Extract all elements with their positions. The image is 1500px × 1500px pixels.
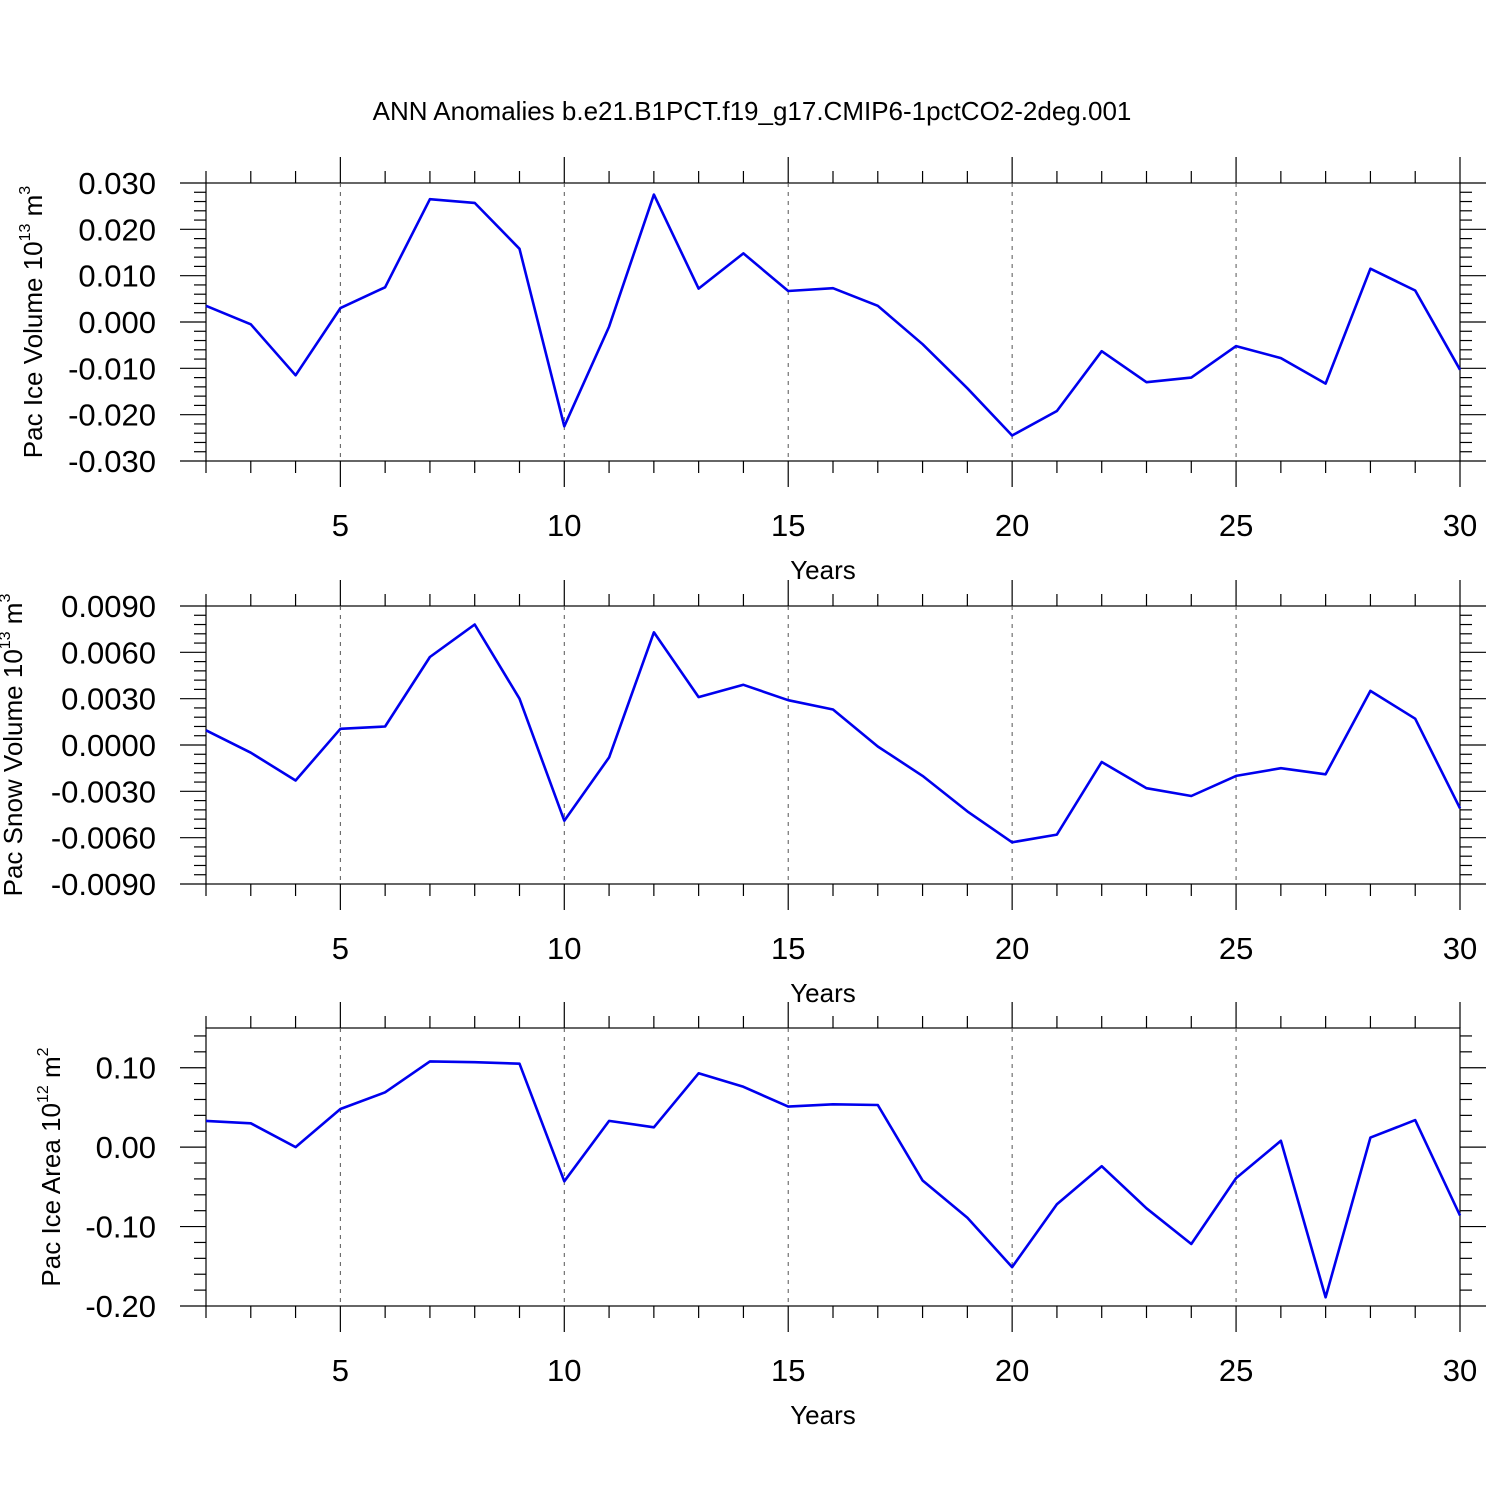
y-tick-label: 0.030: [78, 166, 156, 201]
y-tick-label: 0.0030: [61, 682, 156, 717]
y-tick-label: -0.030: [68, 444, 156, 479]
y-tick-label: -0.020: [68, 398, 156, 433]
x-tick-label: 5: [332, 931, 349, 966]
panel-3: 5 10 15 20 25 30 -0.20 -0.10 0.00 0.10 Years Pac Ic…: [35, 1002, 1486, 1430]
series-line: [205, 623, 1462, 844]
x-tick-label: 15: [771, 508, 805, 543]
x-tick-label: 25: [1219, 1353, 1253, 1388]
plot-frame: [205, 605, 1461, 885]
y-tick-label: 0.020: [78, 212, 156, 247]
y-axis-title: Pac Ice Area 1012 m2: [35, 1047, 66, 1286]
x-tick-label: 5: [332, 1353, 349, 1388]
x-tick-label: 25: [1219, 931, 1253, 966]
x-tick-label: 15: [771, 931, 805, 966]
x-axis-title: Years: [790, 555, 856, 585]
y-tick-label: 0.010: [78, 259, 156, 294]
y-tick-label: 0.000: [78, 305, 156, 340]
y-tick-label: -0.0030: [51, 774, 156, 809]
y-tick-label: -0.010: [68, 351, 156, 386]
x-tick-label: 10: [547, 508, 581, 543]
plot-frame: [205, 182, 1461, 462]
series-line: [205, 1060, 1462, 1299]
x-tick-label: 30: [1443, 508, 1477, 543]
y-tick-label: -0.20: [85, 1289, 156, 1324]
panel-1: 5 10 15 20 25 30 -0.030 -0.020 -0.010 0.000 0.010 0…: [17, 157, 1486, 585]
x-tick-label: 25: [1219, 508, 1253, 543]
x-tick-label: 30: [1443, 1353, 1477, 1388]
x-tick-label: 20: [995, 508, 1029, 543]
plot-frame: [205, 1027, 1461, 1307]
chart-title: ANN Anomalies b.e21.B1PCT.f19_g17.CMIP6-…: [373, 96, 1132, 126]
x-tick-label: 5: [332, 508, 349, 543]
y-tick-label: -0.0060: [51, 821, 156, 856]
x-axis-title: Years: [790, 978, 856, 1008]
series-line: [205, 193, 1462, 437]
x-tick-label: 10: [547, 931, 581, 966]
y-axis-title: Pac Snow Volume 1013 m3: [0, 594, 28, 897]
y-tick-label: 0.00: [96, 1130, 156, 1165]
y-tick-label: 0.10: [96, 1051, 156, 1086]
x-tick-label: 15: [771, 1353, 805, 1388]
y-axis-title: Pac Ice Volume 1013 m3: [17, 186, 48, 459]
panel-2: 5 10 15 20 25 30 -0.0090 -0.0060 -0.0030 0.0000 0.…: [0, 580, 1486, 1008]
x-tick-label: 10: [547, 1353, 581, 1388]
y-tick-label: 0.0090: [61, 589, 156, 624]
y-tick-label: 0.0060: [61, 635, 156, 670]
y-tick-label: -0.10: [85, 1210, 156, 1245]
y-tick-label: -0.0090: [51, 867, 156, 902]
y-tick-label: 0.0000: [61, 728, 156, 763]
x-tick-label: 30: [1443, 931, 1477, 966]
x-tick-label: 20: [995, 1353, 1029, 1388]
x-tick-label: 20: [995, 931, 1029, 966]
x-axis-title: Years: [790, 1400, 856, 1430]
